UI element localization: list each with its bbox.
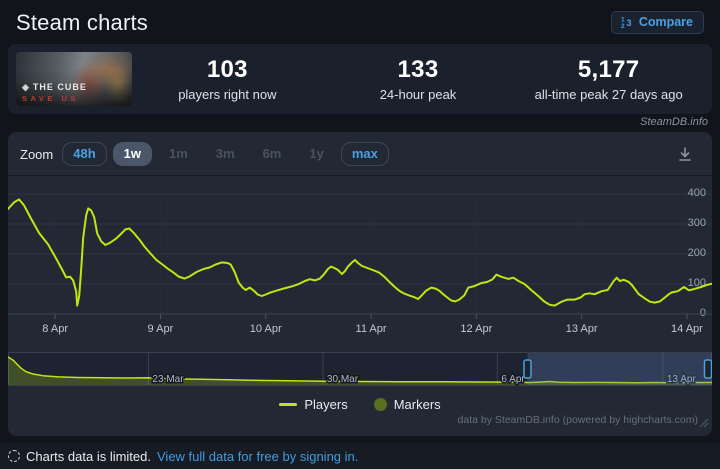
svg-text:2: 2 bbox=[621, 23, 625, 29]
stat-alltime-peak: 5,177 all-time peak 27 days ago bbox=[513, 56, 704, 102]
stat-label: players right now bbox=[178, 87, 277, 102]
chart-attribution: data by SteamDB.info (powered by highcha… bbox=[457, 414, 698, 426]
legend-item-markers[interactable]: Markers bbox=[373, 396, 441, 412]
steamdb-watermark: SteamDB.info bbox=[640, 116, 708, 128]
zoom-button-1y: 1y bbox=[298, 142, 334, 166]
svg-text:400: 400 bbox=[688, 187, 706, 199]
game-title: THE CUBE bbox=[32, 81, 87, 92]
markers-dot-swatch bbox=[373, 397, 387, 411]
stat-players-now: 103 players right now bbox=[132, 56, 323, 102]
zoom-button-max[interactable]: max bbox=[340, 142, 389, 166]
compare-button-label: Compare bbox=[638, 15, 693, 29]
legend-item-players[interactable]: Players bbox=[279, 396, 348, 412]
sign-in-link[interactable]: View full data for free by signing in. bbox=[157, 448, 359, 464]
chart-legend: Players Markers bbox=[8, 395, 712, 413]
stat-value: 5,177 bbox=[577, 56, 640, 83]
svg-text:13 Apr: 13 Apr bbox=[566, 323, 598, 335]
svg-text:300: 300 bbox=[688, 217, 706, 229]
svg-text:6 Apr: 6 Apr bbox=[501, 374, 525, 385]
stats-panel: ◈ THE CUBE SAVE US 103 players right now… bbox=[8, 44, 712, 114]
zoom-button-1m: 1m bbox=[158, 142, 199, 166]
svg-text:13 Apr: 13 Apr bbox=[667, 374, 697, 385]
page-title: Steam charts bbox=[16, 9, 149, 35]
stat-24h-peak: 133 24-hour peak bbox=[323, 56, 514, 102]
players-line-chart[interactable]: 8 Apr 9 Apr 10 Apr 11 Apr 12 Apr 13 Apr 14 Apr… bbox=[8, 176, 712, 338]
zoom-button-3m: 3m bbox=[205, 142, 246, 166]
svg-text:14 Apr: 14 Apr bbox=[671, 323, 703, 335]
svg-text:1: 1 bbox=[621, 17, 625, 24]
svg-text:23 Mar: 23 Mar bbox=[152, 374, 184, 385]
svg-text:9 Apr: 9 Apr bbox=[148, 323, 174, 335]
footer-text: Charts data is limited. bbox=[26, 448, 151, 464]
dashed-circle-icon bbox=[8, 450, 20, 462]
zoom-button-6m: 6m bbox=[252, 142, 293, 166]
resize-handle-icon[interactable] bbox=[699, 415, 709, 433]
game-logo-icon: ◈ bbox=[22, 81, 30, 92]
stat-label: all-time peak 27 days ago bbox=[534, 87, 683, 102]
compare-button[interactable]: 1 2 3 Compare bbox=[610, 11, 704, 34]
svg-text:11 Apr: 11 Apr bbox=[356, 323, 387, 335]
game-subtitle: SAVE US bbox=[22, 93, 79, 103]
svg-text:0: 0 bbox=[700, 307, 706, 319]
svg-text:10 Apr: 10 Apr bbox=[250, 323, 282, 335]
chart-panel: Zoom 48h 1w 1m 3m 6m 1y max 8 Apr 9 Apr 10… bbox=[8, 132, 712, 436]
svg-text:100: 100 bbox=[688, 277, 706, 289]
svg-text:12 Apr: 12 Apr bbox=[460, 323, 492, 335]
page-header: Steam charts 1 2 3 Compare bbox=[0, 0, 720, 44]
legend-label: Markers bbox=[393, 396, 441, 412]
svg-text:8 Apr: 8 Apr bbox=[42, 323, 68, 335]
legend-label: Players bbox=[304, 396, 348, 412]
stat-value: 133 bbox=[397, 56, 439, 83]
limited-data-footer: Charts data is limited. View full data f… bbox=[0, 443, 720, 469]
download-chart-icon[interactable] bbox=[670, 144, 700, 164]
zoom-button-1w[interactable]: 1w bbox=[112, 142, 152, 166]
game-capsule-image[interactable]: ◈ THE CUBE SAVE US bbox=[16, 52, 132, 106]
zoom-button-48h[interactable]: 48h bbox=[62, 142, 107, 166]
zoom-label: Zoom bbox=[20, 146, 54, 162]
svg-text:3: 3 bbox=[626, 18, 631, 28]
chart-navigator[interactable]: 23 Mar 30 Mar 6 Apr 13 Apr bbox=[8, 352, 712, 386]
stat-value: 103 bbox=[206, 56, 248, 83]
chart-toolbar: Zoom 48h 1w 1m 3m 6m 1y max bbox=[8, 132, 712, 176]
compare-numbers-icon: 1 2 3 bbox=[621, 17, 632, 30]
svg-text:200: 200 bbox=[688, 247, 706, 259]
players-line-swatch bbox=[279, 402, 298, 406]
stat-label: 24-hour peak bbox=[379, 87, 457, 102]
svg-text:30 Mar: 30 Mar bbox=[327, 374, 359, 385]
